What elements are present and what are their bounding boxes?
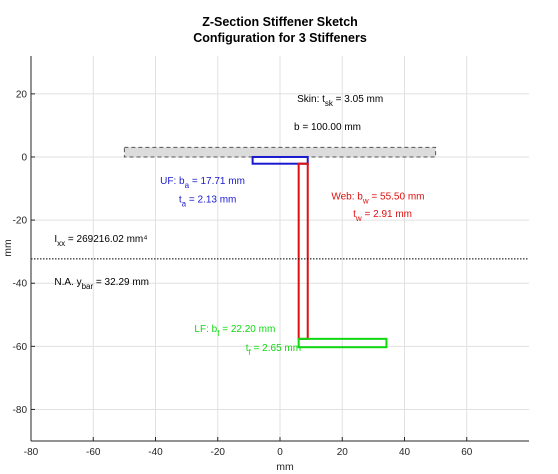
annotation-subscript: xx — [57, 239, 65, 248]
annotation-value-text: = 3.05 mm — [333, 94, 383, 105]
annotation-main-text: t — [353, 209, 356, 220]
upper-flange-shape — [251, 155, 309, 165]
x-tick-label: -20 — [211, 447, 226, 458]
annotation-uf-b: UF: ba = 17.71 mm — [160, 176, 245, 190]
y-axis-label: mm — [2, 239, 14, 257]
section-shapes — [31, 146, 529, 349]
annotation-main-text: I — [54, 234, 57, 245]
annotation-main-text: UF: b — [160, 176, 185, 187]
annotation-value-text: = 55.50 mm — [369, 192, 425, 203]
x-tick-label: -60 — [86, 447, 101, 458]
annotation-value-text: = 17.71 mm — [189, 176, 245, 187]
annotation-value-text: = 269216.02 mm⁴ — [65, 234, 147, 245]
annotation-subscript: f — [217, 329, 220, 338]
x-tick-label: 20 — [337, 447, 349, 458]
annotation-value-text: = 22.20 mm — [219, 324, 275, 335]
y-tick-label: -20 — [13, 216, 28, 227]
annotation-skin: Skin: tsk = 3.05 mm — [297, 94, 383, 108]
annotation-main-text: N.A. y — [54, 277, 81, 288]
x-tick-label: -40 — [148, 447, 163, 458]
annotation-main-text: t — [179, 195, 182, 206]
x-tick-label: 0 — [277, 447, 283, 458]
x-tick-label: 40 — [399, 447, 411, 458]
annotation-subscript: sk — [325, 99, 334, 108]
lower-flange-shape — [297, 337, 388, 349]
skin-shape — [123, 146, 437, 158]
annotation-subscript: w — [362, 197, 369, 206]
annotation-ixx: Ixx = 269216.02 mm⁴ — [54, 234, 147, 248]
annotation-na: N.A. ybar = 32.29 mm — [54, 277, 149, 291]
annotation-subscript: a — [185, 181, 190, 190]
annotation-value-text: = 2.65 mm — [251, 343, 301, 354]
annotation-main-text: LF: b — [194, 324, 217, 335]
annotation-subscript: bar — [82, 282, 94, 291]
x-tick-label: 60 — [461, 447, 473, 458]
annotation-b: b = 100.00 mm — [294, 122, 361, 133]
annotation-value-text: = 32.29 mm — [93, 277, 149, 288]
chart-title-line-2: Configuration for 3 Stiffeners — [193, 31, 367, 45]
y-tick-label: -40 — [13, 279, 28, 290]
annotation-uf-t: ta = 2.13 mm — [179, 195, 237, 209]
annotation-value-text: = 2.91 mm — [362, 209, 412, 220]
y-tick-label: 20 — [16, 89, 28, 100]
axes: -80 -60 -40 -20 0 20 40 60 -80 -60 -40 -20 0 20 — [13, 56, 529, 458]
y-tick-label: -80 — [13, 405, 28, 416]
x-axis-label: mm — [276, 461, 294, 473]
annotation-main-text: Skin: t — [297, 94, 325, 105]
y-tick-label: -60 — [13, 342, 28, 353]
grid — [30, 56, 529, 441]
x-tick-label: -80 — [24, 447, 39, 458]
y-tick-label: 0 — [21, 152, 27, 163]
annotation-subscript: a — [182, 200, 187, 209]
annotation-value-text: = 2.13 mm — [186, 195, 236, 206]
annotation-web-b: Web: bw = 55.50 mm — [331, 192, 424, 206]
annotation-main-text: t — [246, 343, 249, 354]
annotation-lf-t: tf = 2.65 mm — [246, 343, 301, 357]
annotation-subscript: f — [249, 348, 252, 357]
annotation-main-text: Web: b — [331, 192, 363, 203]
chart-title-line-1: Z-Section Stiffener Sketch — [202, 15, 358, 29]
annotation-subscript: w — [355, 214, 362, 223]
annotation-lf-b: LF: bf = 22.20 mm — [194, 324, 275, 338]
annotation-web-t: tw = 2.91 mm — [353, 209, 412, 223]
